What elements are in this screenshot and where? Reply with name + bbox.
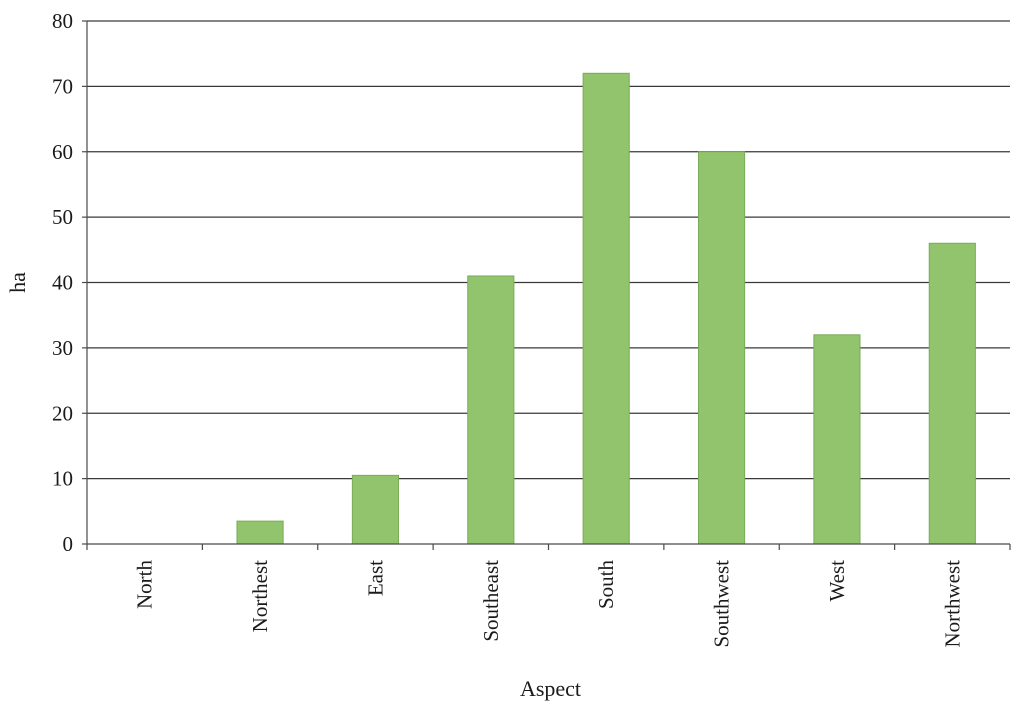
bar-northwest xyxy=(928,242,976,545)
bar-southwest xyxy=(697,151,746,545)
x-tick-labels: North Northest East Southeast South Southwest… xyxy=(86,544,1011,648)
x-tick-label: West xyxy=(825,560,849,602)
bar-northest xyxy=(236,520,284,545)
y-tick-labels: 0 10 20 30 40 50 60 70 80 xyxy=(52,9,87,556)
x-tick-label: Northwest xyxy=(940,560,964,648)
bar-south xyxy=(582,72,630,545)
x-tick-label: Northest xyxy=(248,560,272,632)
bar-southeast xyxy=(467,275,515,545)
x-tick-label: North xyxy=(133,560,157,609)
y-tick-label: 30 xyxy=(52,336,73,360)
y-tick-label: 10 xyxy=(52,467,73,491)
y-tick-label: 20 xyxy=(52,401,73,425)
y-tick-label: 40 xyxy=(52,271,73,295)
x-tick-label: Southwest xyxy=(710,560,734,648)
y-tick-label: 50 xyxy=(52,205,73,229)
x-tick-label: South xyxy=(594,560,618,610)
bar-east xyxy=(351,474,400,545)
y-tick-label: 80 xyxy=(52,9,73,33)
gridlines xyxy=(87,20,1010,480)
x-axis-title: Aspect xyxy=(520,676,581,701)
x-tick-label: East xyxy=(363,560,387,596)
y-axis-title: ha xyxy=(5,272,30,293)
y-tick-label: 0 xyxy=(63,532,74,556)
y-tick-label: 60 xyxy=(52,140,73,164)
x-tick-label: Southeast xyxy=(479,560,503,642)
y-tick-label: 70 xyxy=(52,74,73,98)
bars xyxy=(236,72,976,545)
bar-west xyxy=(813,334,861,545)
